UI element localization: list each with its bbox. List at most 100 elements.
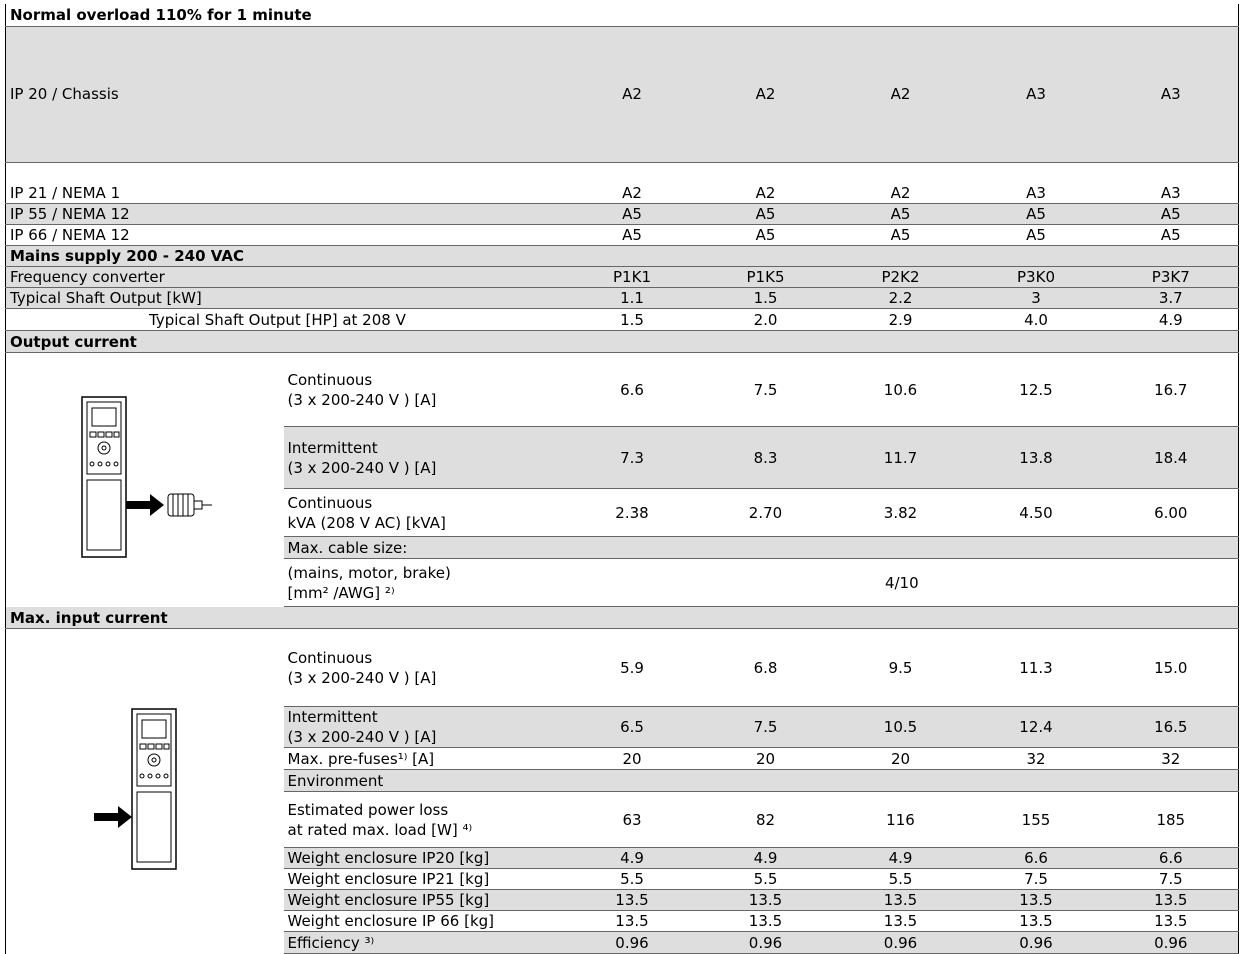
value-cell: 8.3 [698, 426, 833, 489]
value-cell: A5 [1103, 203, 1239, 225]
value-cell: A5 [832, 203, 969, 225]
label-line: Continuous [287, 370, 373, 389]
table-row: (mains, motor, brake) [mm² /AWG] ²⁾ 4/10 [6, 558, 1239, 607]
section-title: Max. input current [5, 606, 1239, 629]
value-cell: 13.5 [565, 910, 699, 932]
row-label: Efficiency ³⁾ [283, 931, 566, 954]
value-cell: A2 [698, 26, 833, 163]
value-cell: 6.6 [565, 352, 699, 427]
value-cell: 3.7 [1103, 287, 1239, 309]
label-line: Max. pre-fuses¹⁾ [A] [287, 749, 435, 768]
table-row: Max. cable size: [5, 536, 1239, 559]
value-cell: 1.5 [698, 287, 833, 309]
value-cell: 7.5 [1103, 868, 1239, 890]
value-cell: 2.0 [698, 308, 833, 331]
value-cell: 13.8 [968, 426, 1104, 489]
value-cell: 7.3 [565, 426, 699, 489]
empty-cell [565, 769, 1239, 792]
row-label: IP 66 / NEMA 12 [5, 224, 566, 246]
value-cell: 0.96 [832, 931, 969, 954]
row-label: Weight enclosure IP 66 [kg] [283, 910, 566, 932]
section-row: Max. input current [5, 606, 1239, 629]
value-cell: 10.6 [832, 352, 969, 427]
row-label: Typical Shaft Output [HP] at 208 V [5, 308, 566, 331]
value-cell: P1K1 [565, 266, 699, 288]
table-row: Typical Shaft Output [kW] 1.1 1.5 2.2 3 3.7 [5, 287, 1239, 309]
value-cell: 13.5 [832, 910, 969, 932]
row-label: Weight enclosure IP21 [kg] [283, 868, 566, 890]
value-cell: 13.5 [1103, 910, 1239, 932]
table-row: Estimated power loss at rated max. load [… [6, 791, 1239, 848]
label-line: Estimated power loss [287, 800, 449, 819]
row-label: Continuous kVA (208 V AC) [kVA] [283, 488, 566, 537]
label-line: (3 x 200-240 V ) [A] [287, 458, 437, 477]
value-cell: 18.4 [1103, 426, 1239, 489]
table-row: IP 20 / Chassis A2 A2 A2 A3 A3 [5, 26, 1239, 163]
value-cell: A2 [832, 26, 969, 163]
value-cell: A3 [1103, 183, 1239, 204]
value-cell: A2 [832, 183, 969, 204]
label-line: kVA (208 V AC) [kVA] [287, 513, 446, 532]
row-label: Max. pre-fuses¹⁾ [A] [283, 747, 566, 770]
value-cell: 2.38 [565, 488, 699, 537]
section-row: Output current [5, 330, 1239, 353]
label-line: Continuous [287, 493, 373, 512]
row-label: Continuous (3 x 200-240 V ) [A] [283, 628, 566, 707]
table-row: IP 55 / NEMA 12 A5 A5 A5 A5 A5 [5, 203, 1239, 225]
value-cell: 4.9 [698, 847, 833, 869]
row-label: IP 20 / Chassis [5, 26, 566, 163]
value-cell: 0.96 [565, 931, 699, 954]
spacer-row [6, 162, 1239, 183]
illustration-cell [5, 352, 284, 607]
section-title: Mains supply 200 - 240 VAC [5, 245, 1239, 267]
value-cell: A5 [565, 224, 699, 246]
value-cell: 7.5 [698, 706, 833, 748]
value-cell: 6.5 [565, 706, 699, 748]
value-cell: 6.8 [698, 628, 833, 707]
value-cell: 4.9 [1103, 308, 1239, 331]
value-cell: 13.5 [968, 910, 1104, 932]
table-row: Weight enclosure IP 66 [kg] 13.5 13.5 13.5 1… [6, 910, 1239, 932]
row-label: Environment [283, 769, 566, 792]
value-cell: 2.2 [832, 287, 969, 309]
value-cell: 7.5 [698, 352, 833, 427]
value-cell: 13.5 [968, 889, 1104, 911]
table-row: Environment [5, 769, 1239, 792]
row-label: IP 55 / NEMA 12 [5, 203, 566, 225]
value-cell: 0.96 [698, 931, 833, 954]
value-cell: A5 [832, 224, 969, 246]
label-line: Efficiency ³⁾ [287, 933, 375, 952]
value-cell: 1.1 [565, 287, 699, 309]
value-cell: A5 [968, 203, 1104, 225]
row-label: (mains, motor, brake) [mm² /AWG] ²⁾ [283, 558, 566, 607]
value-cell: 4.9 [565, 847, 699, 869]
row-label: Weight enclosure IP55 [kg] [283, 889, 566, 911]
value-cell: 10.5 [832, 706, 969, 748]
value-cell: 15.0 [1103, 628, 1239, 707]
value-cell: 0.96 [968, 931, 1104, 954]
drive-input-illustration [93, 708, 177, 870]
drive-output-illustration [81, 396, 212, 558]
row-label: IP 21 / NEMA 1 [5, 183, 566, 204]
table-row: Efficiency ³⁾ 0.96 0.96 0.96 0.96 0.96 [5, 931, 1239, 954]
table-row: Continuous (3 x 200-240 V ) [A] 5.9 6.8 9.5 1… [5, 628, 1239, 954]
label-line: Weight enclosure IP55 [kg] [287, 891, 490, 909]
label-line: (3 x 200-240 V ) [A] [287, 390, 437, 409]
table-row: Weight enclosure IP55 [kg] 13.5 13.5 13.5 13… [5, 889, 1239, 911]
value-cell: 0.96 [1103, 931, 1239, 954]
label-line: Intermittent [287, 438, 378, 457]
value-cell: 4/10 [565, 558, 1239, 607]
value-cell: 185 [1103, 791, 1239, 848]
empty-cell [565, 536, 1239, 559]
value-cell: 155 [968, 791, 1104, 848]
spec-table: Normal overload 110% for 1 minute IP 20 /… [5, 4, 1240, 954]
value-cell: 13.5 [565, 889, 699, 911]
value-cell: 4.50 [968, 488, 1104, 537]
label-line: at rated max. load [W] ⁴⁾ [287, 820, 473, 839]
value-cell: 20 [565, 747, 699, 770]
value-cell: 63 [565, 791, 699, 848]
value-cell: 6.6 [968, 847, 1104, 869]
value-cell: 12.5 [968, 352, 1104, 427]
value-cell: 116 [832, 791, 969, 848]
value-cell: P3K0 [968, 266, 1104, 288]
